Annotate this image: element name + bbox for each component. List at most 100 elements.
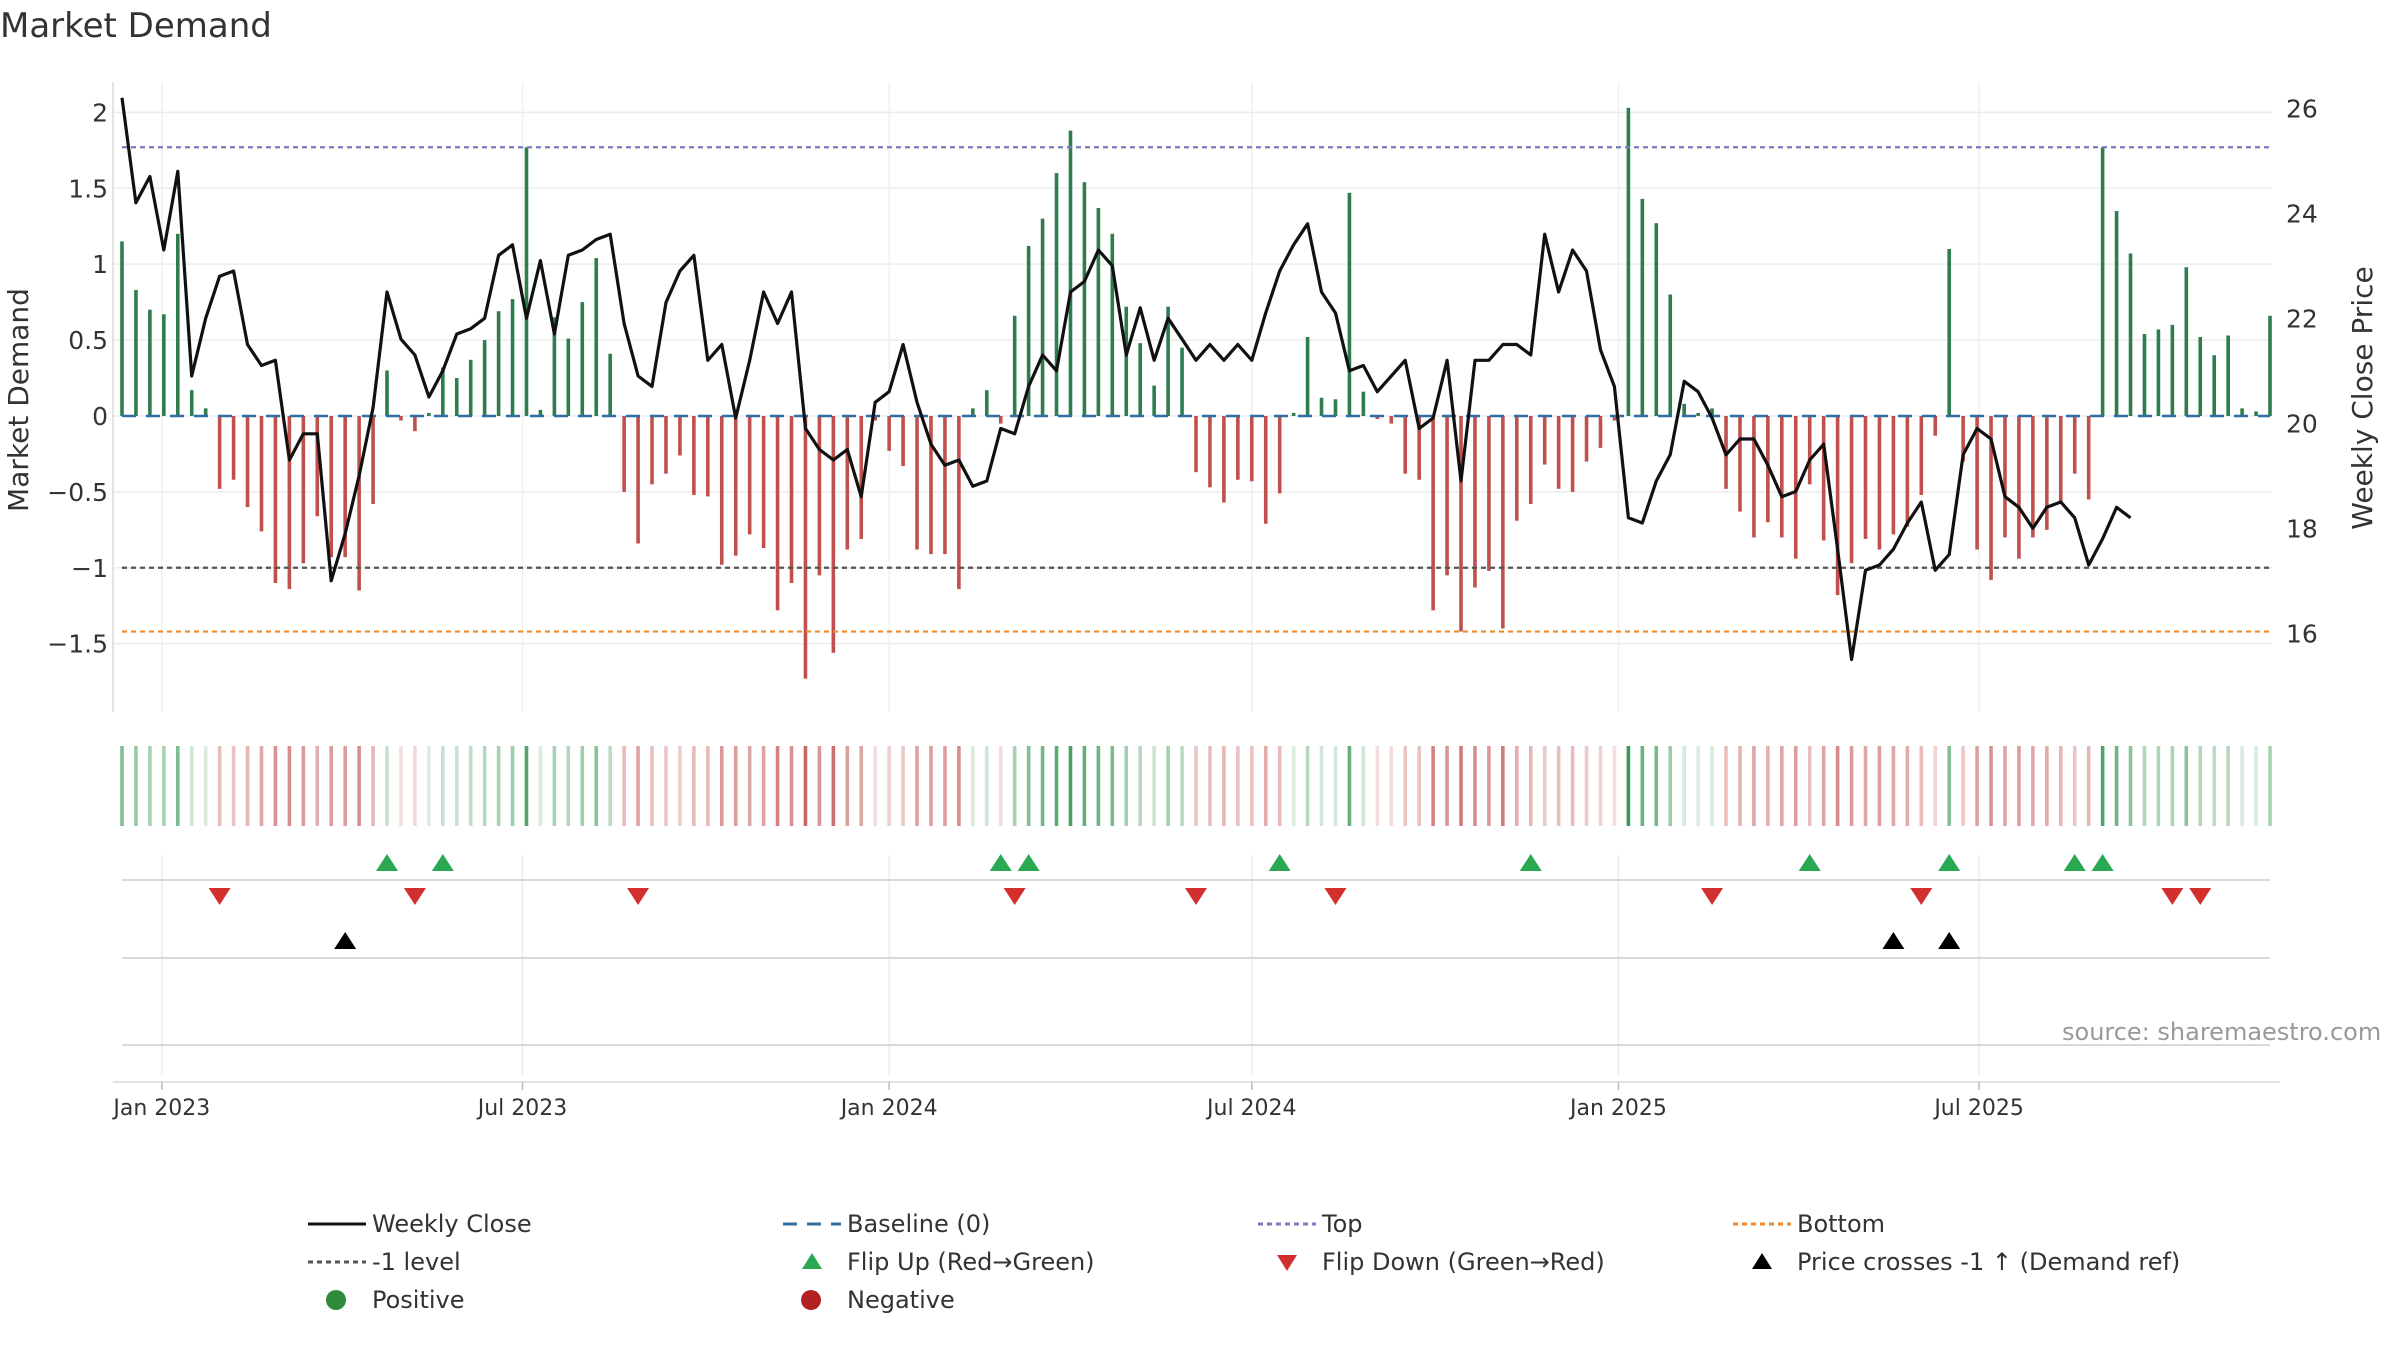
strip-bar: [1654, 746, 1659, 826]
demand-bar: [2156, 329, 2161, 416]
strip-bar: [915, 746, 919, 826]
axes: Market Demand Weekly Close Price: [2, 82, 2379, 712]
flip-up-marker: [1798, 854, 1821, 871]
strip-bar: [1403, 746, 1408, 826]
strip-bar: [2142, 746, 2147, 826]
demand-bar: [1696, 412, 1700, 416]
demand-bar: [1947, 248, 1951, 416]
strip-bar: [1305, 746, 1310, 826]
demand-bar: [1082, 182, 1087, 416]
demand-bar: [636, 415, 640, 544]
strip-bar: [1501, 746, 1505, 826]
demand-bar: [1054, 173, 1059, 416]
legend-item-price-cross: Price crosses -1 ↑ (Demand ref): [1725, 1248, 2200, 1276]
strip-bar: [2156, 746, 2161, 826]
strip-bar: [622, 746, 626, 826]
strip-bar: [831, 746, 836, 826]
y-tick-label: 0.5: [68, 326, 108, 355]
demand-bar: [1821, 415, 1826, 541]
reference-lines: [122, 146, 2270, 633]
strip-bar: [441, 746, 445, 826]
weekly-close-line: [120, 97, 2132, 662]
x-tick-label: Jan 2024: [839, 1096, 938, 1121]
demand-bar: [357, 415, 361, 591]
strip-bar: [2198, 746, 2203, 826]
demand-bar: [1654, 223, 1659, 416]
demand-bar: [1542, 415, 1547, 465]
price-cross-marker: [1938, 932, 1961, 949]
flip-up-marker: [1017, 854, 1040, 871]
strip-bar: [1249, 746, 1254, 826]
strip-bar: [775, 746, 780, 826]
demand-bar: [1849, 415, 1854, 564]
legend-item-top: Top: [1250, 1210, 1725, 1238]
strip-bar: [1766, 746, 1770, 826]
legend-row: -1 level Flip Up (Red→Green) Flip Down (…: [300, 1243, 2250, 1281]
demand-bar: [1780, 415, 1784, 538]
strip-bar: [1584, 746, 1589, 826]
strip-bar: [817, 746, 822, 826]
strip-bar: [887, 746, 891, 826]
strip-bar: [2017, 746, 2021, 826]
legend-label: Negative: [847, 1286, 955, 1314]
strip-bar: [1389, 746, 1394, 826]
demand-bar: [2114, 211, 2119, 416]
strip-bar: [1863, 746, 1868, 826]
strip-bar: [1110, 746, 1115, 826]
demand-bar: [1180, 347, 1184, 416]
flip-down-marker: [2189, 888, 2212, 905]
strip-bar: [2003, 746, 2007, 826]
triangle-down-icon: [1277, 1255, 1297, 1271]
strip-bar: [943, 746, 947, 826]
demand-bar: [622, 415, 626, 492]
y2-tick-label: 16: [2286, 619, 2318, 648]
demand-bar: [301, 415, 306, 564]
strip-bar: [1542, 746, 1547, 826]
legend-item-bottom: Bottom: [1725, 1210, 2200, 1238]
demand-bar: [984, 390, 989, 416]
strip-bar: [315, 746, 320, 826]
strip-bar: [2086, 746, 2091, 826]
legend-label: Top: [1322, 1210, 1363, 1238]
strip-bar: [120, 746, 124, 826]
demand-bar: [427, 412, 431, 416]
strip-bar: [2114, 746, 2119, 826]
price-cross-marker: [1882, 932, 1905, 949]
strip-bar: [1807, 746, 1812, 826]
legend-dotted-icon: [1733, 1222, 1791, 1226]
y-axis-label: Market Demand: [2, 288, 35, 512]
price-cross-marker: [334, 932, 357, 949]
flip-down-marker: [1324, 888, 1347, 905]
strip-bar: [1222, 746, 1226, 826]
flip-down-marker: [208, 888, 231, 905]
demand-bar: [1361, 391, 1366, 416]
demand-bar: [2072, 415, 2077, 474]
flip-down-marker: [1910, 888, 1933, 905]
flip-up-marker: [1268, 854, 1291, 871]
strip-bar: [343, 746, 347, 826]
strip-bar: [1905, 746, 1910, 826]
y2-tick-label: 24: [2286, 199, 2318, 228]
gridlines: [113, 82, 2272, 1075]
strip-bar: [287, 746, 292, 826]
legend-label: Positive: [372, 1286, 465, 1314]
flip-down-marker: [2161, 888, 2184, 905]
demand-bar: [831, 415, 836, 653]
demand-bar: [1389, 415, 1394, 424]
demand-bar: [148, 309, 152, 416]
strip-bar: [664, 746, 668, 826]
strip-bar: [1528, 746, 1533, 826]
demand-bar: [789, 415, 794, 583]
strip-bar: [594, 746, 599, 826]
strip-bar: [1933, 746, 1938, 826]
demand-bar: [1222, 415, 1226, 503]
demand-bar: [2045, 415, 2049, 530]
demand-bar: [2128, 253, 2133, 416]
legend-row: Weekly Close Baseline (0) Top Bottom: [300, 1205, 2250, 1243]
strip-bar: [1236, 746, 1240, 826]
demand-bar: [971, 408, 975, 416]
strip-bar: [273, 746, 278, 826]
demand-bar: [2142, 334, 2147, 416]
x-tick-label: Jan 2025: [1568, 1096, 1667, 1121]
